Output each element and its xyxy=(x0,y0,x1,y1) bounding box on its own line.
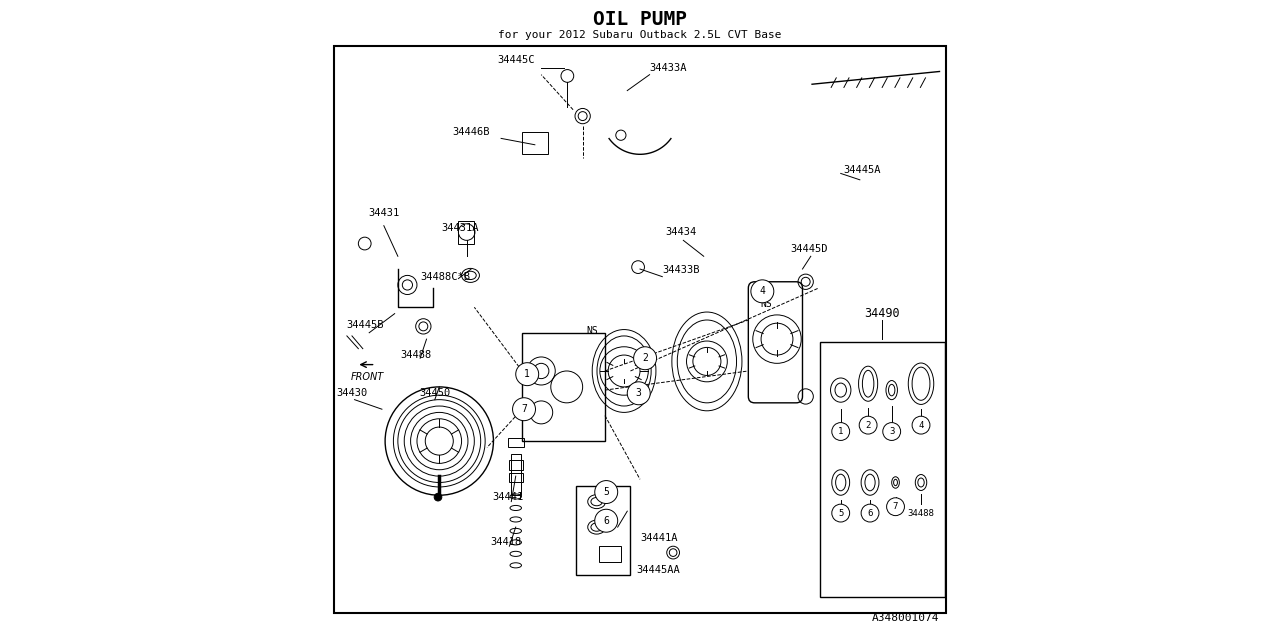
Bar xyxy=(334,46,946,613)
Text: NS: NS xyxy=(760,299,772,309)
Text: 34430: 34430 xyxy=(337,388,367,398)
Text: 34441: 34441 xyxy=(492,492,524,502)
Text: for your 2012 Subaru Outback 2.5L CVT Base: for your 2012 Subaru Outback 2.5L CVT Ba… xyxy=(498,29,782,40)
Circle shape xyxy=(859,416,877,434)
Text: 7: 7 xyxy=(893,502,899,511)
Text: 34490: 34490 xyxy=(865,307,900,320)
Text: 34434: 34434 xyxy=(666,227,698,237)
Text: 34488C*B: 34488C*B xyxy=(421,271,471,282)
Circle shape xyxy=(887,498,905,516)
Bar xyxy=(511,454,521,495)
Circle shape xyxy=(832,504,850,522)
Text: 5: 5 xyxy=(603,487,609,497)
Circle shape xyxy=(634,347,657,370)
Text: 34488: 34488 xyxy=(401,350,431,360)
Bar xyxy=(576,486,631,575)
Circle shape xyxy=(516,363,539,386)
Bar xyxy=(599,546,621,562)
Text: 3: 3 xyxy=(890,427,895,436)
Circle shape xyxy=(832,422,850,440)
Text: 34445D: 34445D xyxy=(790,244,828,253)
Bar xyxy=(522,132,548,154)
Text: 4: 4 xyxy=(759,286,765,296)
Circle shape xyxy=(595,509,618,532)
Circle shape xyxy=(913,416,931,434)
Text: 1: 1 xyxy=(525,369,530,379)
Text: 34445A: 34445A xyxy=(844,165,881,175)
Text: 34445B: 34445B xyxy=(346,320,384,330)
Text: 6: 6 xyxy=(603,516,609,525)
Bar xyxy=(458,221,475,244)
Text: 7: 7 xyxy=(521,404,527,414)
Text: 34446B: 34446B xyxy=(453,127,490,137)
Text: 34441A: 34441A xyxy=(640,533,677,543)
Circle shape xyxy=(512,397,535,420)
Text: FRONT: FRONT xyxy=(351,372,384,382)
Text: 34433B: 34433B xyxy=(662,266,700,275)
Text: 3: 3 xyxy=(636,388,641,398)
Text: 1: 1 xyxy=(838,427,844,436)
Circle shape xyxy=(883,422,901,440)
Text: 34433A: 34433A xyxy=(649,63,687,73)
Text: 34431A: 34431A xyxy=(442,223,479,232)
Circle shape xyxy=(751,280,774,303)
Bar xyxy=(508,438,524,447)
Bar xyxy=(522,333,605,441)
Text: 34445AA: 34445AA xyxy=(636,564,680,575)
Text: 4: 4 xyxy=(918,420,924,429)
Circle shape xyxy=(861,504,879,522)
Text: A348001074: A348001074 xyxy=(872,612,940,623)
Bar xyxy=(509,473,524,483)
Text: 6: 6 xyxy=(868,509,873,518)
Text: 34431: 34431 xyxy=(369,208,399,218)
Text: 2: 2 xyxy=(643,353,648,364)
Bar xyxy=(820,342,945,597)
Circle shape xyxy=(595,481,618,504)
Text: NS: NS xyxy=(586,326,598,337)
Text: 2: 2 xyxy=(865,420,870,429)
Circle shape xyxy=(434,493,442,501)
Text: 5: 5 xyxy=(838,509,844,518)
Text: 34488: 34488 xyxy=(908,509,934,518)
Circle shape xyxy=(627,382,650,404)
Text: OIL PUMP: OIL PUMP xyxy=(593,10,687,29)
Text: 34418: 34418 xyxy=(490,537,522,547)
Bar xyxy=(509,460,524,470)
Text: 34445C: 34445C xyxy=(498,55,535,65)
Text: 34450: 34450 xyxy=(419,388,451,398)
